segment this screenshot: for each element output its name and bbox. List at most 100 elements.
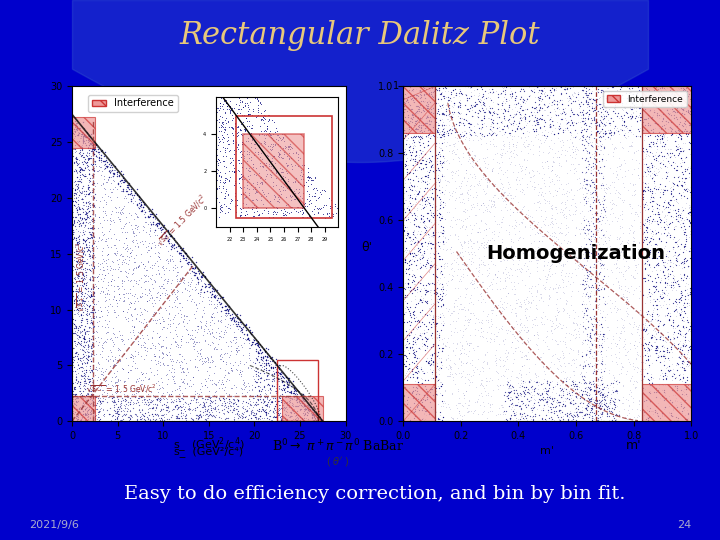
Point	[472, 156, 483, 165]
Point	[488, 198, 500, 206]
Point	[404, 198, 415, 207]
Point	[684, 205, 696, 214]
Point	[577, 338, 588, 347]
Point	[533, 256, 544, 265]
Point	[651, 104, 662, 112]
Point	[649, 217, 660, 225]
Point	[213, 334, 225, 343]
Point	[99, 338, 110, 346]
Point	[500, 335, 511, 343]
Point	[457, 269, 469, 278]
Point	[550, 233, 562, 242]
Point	[166, 364, 178, 373]
Point	[433, 336, 445, 345]
Point	[534, 94, 545, 103]
Point	[412, 173, 423, 182]
Point	[189, 390, 201, 399]
Point	[441, 278, 452, 287]
Point	[220, 308, 231, 317]
Point	[572, 160, 584, 168]
Point	[428, 109, 439, 117]
Point	[570, 143, 582, 151]
Point	[70, 327, 81, 335]
Point	[287, 178, 298, 186]
Point	[418, 369, 430, 377]
Point	[110, 295, 122, 304]
Point	[570, 384, 581, 393]
Point	[97, 397, 109, 406]
Point	[582, 197, 594, 205]
Point	[482, 181, 493, 190]
Point	[570, 355, 581, 363]
Point	[628, 359, 639, 367]
Point	[637, 383, 649, 392]
Point	[92, 410, 104, 418]
Point	[402, 332, 414, 341]
Point	[274, 133, 285, 142]
Point	[524, 144, 536, 153]
Point	[122, 260, 133, 268]
Point	[431, 125, 443, 134]
Point	[76, 353, 88, 362]
Point	[119, 384, 130, 393]
Point	[588, 368, 599, 377]
Point	[674, 130, 685, 139]
Point	[596, 260, 608, 269]
Point	[570, 119, 582, 127]
Point	[450, 219, 462, 228]
Point	[120, 234, 132, 242]
Point	[665, 345, 677, 354]
Point	[468, 368, 480, 376]
Point	[533, 86, 544, 94]
Point	[504, 380, 516, 388]
Point	[644, 380, 655, 388]
Point	[246, 392, 257, 401]
Point	[168, 326, 180, 335]
Point	[80, 133, 91, 141]
Point	[430, 179, 441, 188]
Point	[636, 244, 648, 252]
Point	[650, 261, 662, 269]
Point	[550, 321, 562, 329]
Point	[235, 111, 247, 119]
Point	[255, 139, 266, 147]
Point	[544, 186, 555, 195]
Point	[586, 340, 598, 349]
Point	[424, 364, 436, 373]
Point	[496, 325, 508, 333]
Point	[464, 318, 475, 326]
Point	[89, 179, 100, 187]
Point	[588, 220, 599, 228]
Point	[431, 327, 443, 335]
Point	[108, 170, 120, 178]
Point	[135, 201, 147, 210]
Point	[398, 247, 410, 256]
Point	[76, 296, 88, 305]
Point	[431, 287, 442, 296]
Point	[591, 396, 603, 405]
Point	[86, 406, 97, 414]
Point	[296, 171, 307, 180]
Point	[171, 338, 182, 347]
Point	[302, 409, 314, 418]
Point	[84, 384, 95, 393]
Point	[415, 298, 427, 306]
Point	[582, 271, 593, 279]
Point	[426, 279, 438, 287]
Point	[590, 225, 601, 233]
Point	[654, 93, 666, 102]
Point	[417, 414, 428, 422]
Point	[76, 193, 88, 202]
Point	[81, 240, 92, 249]
Point	[438, 402, 449, 410]
Point	[580, 89, 592, 97]
Point	[445, 362, 456, 371]
Point	[640, 223, 652, 232]
Point	[85, 220, 96, 228]
Point	[670, 413, 682, 422]
Point	[179, 407, 191, 415]
Point	[447, 139, 459, 148]
Point	[589, 209, 600, 218]
Point	[660, 211, 671, 219]
Point	[88, 408, 99, 417]
